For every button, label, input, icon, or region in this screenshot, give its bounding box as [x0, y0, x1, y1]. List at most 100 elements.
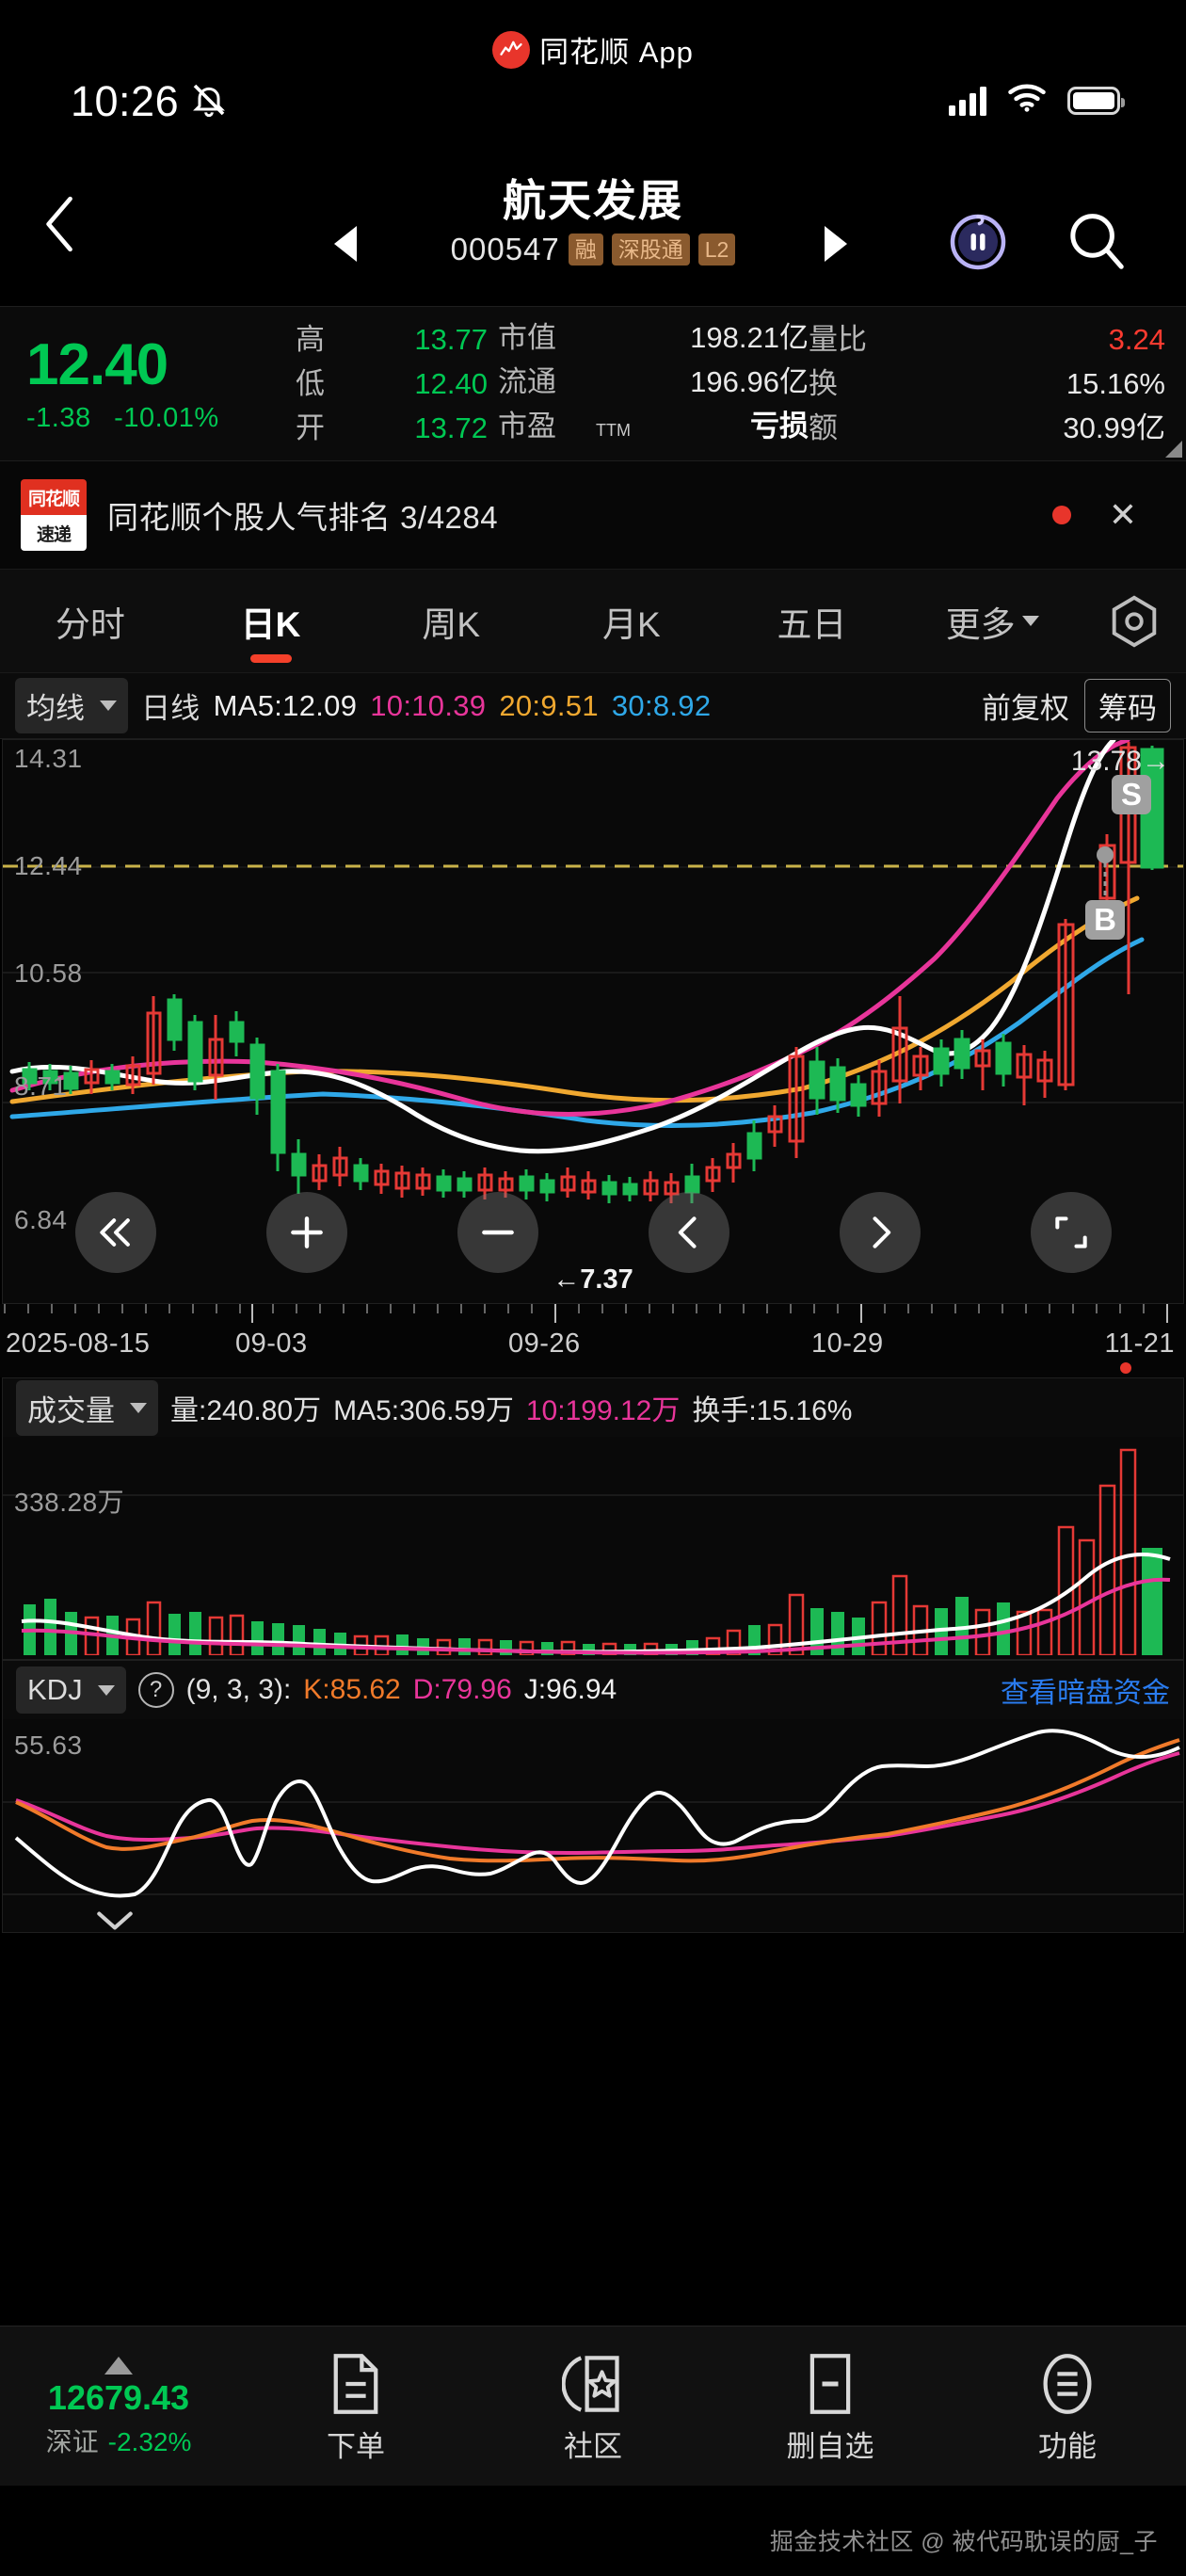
kdj-header[interactable]: KDJ ? (9, 3, 3): K:85.62 D:79.96 J:96.94…: [3, 1661, 1183, 1719]
remove-watchlist-icon: [712, 2347, 949, 2421]
tag-l2: L2: [697, 233, 736, 266]
tab-fiveday[interactable]: 五日: [722, 570, 903, 672]
price-change-row: -1.38 -10.01%: [26, 403, 296, 434]
volume-selector-dropdown[interactable]: 成交量: [16, 1379, 158, 1436]
expand-corner-icon[interactable]: [1165, 441, 1182, 458]
value-open: 13.72: [414, 411, 488, 444]
next-stock-button[interactable]: [825, 226, 847, 262]
status-right: [949, 83, 1125, 118]
mute-bell-icon: [190, 81, 228, 123]
kdj-d-value: D:79.96: [412, 1674, 512, 1705]
question-mark-icon[interactable]: ?: [137, 1672, 174, 1708]
nav-item-remove-watchlist-label: 删自选: [786, 2430, 874, 2463]
label-turnover: 换: [809, 366, 838, 400]
nav-item-functions-label: 功能: [1038, 2430, 1097, 2463]
search-button[interactable]: [1064, 209, 1130, 275]
fullscreen-icon: [1054, 1216, 1087, 1248]
page-title: 航天发展: [503, 176, 683, 225]
zoom-out-button[interactable]: [457, 1192, 538, 1273]
quote-column-hilo: 高 13.77 低 12.40 开 13.72: [296, 320, 498, 448]
settings-hex-icon: [1112, 595, 1157, 647]
quote-row-amount: 额 30.99亿: [809, 409, 1165, 448]
tab-weekk-label: 周K: [422, 604, 481, 644]
kdj-selector-dropdown[interactable]: KDJ: [16, 1666, 126, 1714]
zoom-in-button[interactable]: [265, 1192, 347, 1273]
app-name-pill: 同花顺 App: [0, 28, 1186, 71]
nav-item-remove-watchlist[interactable]: 删自选: [712, 2347, 949, 2465]
collapse-chevron-icon[interactable]: [93, 1908, 136, 1938]
tab-more-label: 更多: [945, 604, 1016, 644]
ai-assistant-icon: [950, 214, 1006, 270]
banner-live-dot-icon: [1052, 506, 1071, 524]
double-chevron-left-icon: [99, 1218, 130, 1247]
x-tick-4: 11-21: [1104, 1328, 1175, 1359]
ma10-value: 10:10.39: [370, 688, 487, 722]
volume-chart-panel[interactable]: 成交量 量:240.80万 MA5:306.59万 10:199.12万 换手:…: [2, 1377, 1184, 1660]
index-up-arrow-icon: [104, 2357, 133, 2375]
ai-assistant-button[interactable]: [944, 205, 1012, 273]
chart-control-bar[interactable]: [3, 1192, 1183, 1273]
volume-chart-svg: [3, 1448, 1183, 1655]
value-pe: 亏损: [750, 409, 809, 443]
wifi-icon: [1007, 83, 1047, 118]
label-pe-sup: TTM: [596, 420, 631, 440]
bottom-nav-bar[interactable]: 12679.43 深证 -2.32% 下单 社区: [0, 2326, 1186, 2486]
dark-pool-funds-link[interactable]: 查看暗盘资金: [1001, 1678, 1170, 1709]
status-left: 10:26: [71, 77, 228, 126]
chevron-down-icon: [97, 1684, 115, 1696]
chart-x-axis: 2025-08-15 09-03 09-26 10-29 11-21: [0, 1304, 1186, 1377]
nav-item-functions[interactable]: 功能: [949, 2347, 1186, 2465]
quote-panel[interactable]: 12.40 -1.38 -10.01% 高 13.77 低 12.40 开 13…: [0, 306, 1186, 461]
jump-left-button[interactable]: [74, 1192, 156, 1273]
close-icon[interactable]: ✕: [1108, 495, 1137, 534]
kdj-k-value: K:85.62: [303, 1674, 401, 1705]
x-tick-3: 10-29: [811, 1328, 884, 1359]
adjust-mode-label[interactable]: 前复权: [982, 692, 1069, 725]
label-open: 开: [296, 411, 325, 444]
nav-item-order-label: 下单: [327, 2430, 385, 2463]
triangle-right-icon: [825, 226, 847, 262]
indicator-right-group: 前复权 筹码: [982, 679, 1171, 733]
tab-weekk[interactable]: 周K: [361, 570, 541, 672]
triangle-left-icon: [334, 226, 357, 262]
ma-selector-dropdown[interactable]: 均线: [15, 678, 128, 733]
chevron-down-icon: [1021, 616, 1039, 626]
tab-monthk[interactable]: 月K: [541, 570, 722, 672]
chips-button[interactable]: 筹码: [1084, 679, 1171, 733]
label-amount: 额: [809, 411, 838, 444]
price-change-pct: -10.01%: [114, 403, 219, 433]
kdj-params: (9, 3, 3):: [185, 1674, 292, 1705]
current-day-dot-icon: [1120, 1362, 1131, 1374]
tab-fenshi[interactable]: 分时: [0, 570, 181, 672]
tab-more[interactable]: 更多: [902, 570, 1082, 672]
index-change: -2.32%: [107, 2427, 192, 2456]
stock-title-block: 航天发展 000547 融 深股通 L2: [0, 173, 1186, 267]
tab-dayk[interactable]: 日K: [181, 570, 361, 672]
nav-header: 航天发展 000547 融 深股通 L2: [0, 169, 1186, 306]
fullscreen-button[interactable]: [1030, 1192, 1112, 1273]
kdj-chart-panel[interactable]: KDJ ? (9, 3, 3): K:85.62 D:79.96 J:96.94…: [2, 1660, 1184, 1933]
index-widget[interactable]: 12679.43 深证 -2.32%: [0, 2353, 237, 2459]
candlestick-chart-panel[interactable]: S B 14.31 12.44 10.58 8.71 6.84 13.78→ ←…: [2, 737, 1184, 1304]
nav-item-order[interactable]: 下单: [237, 2347, 474, 2465]
nav-item-community[interactable]: 社区: [474, 2347, 712, 2465]
tab-fenshi-label: 分时: [55, 604, 125, 644]
chevron-left-icon: [678, 1216, 697, 1248]
ma-indicator-row[interactable]: 均线 日线 MA5:12.09 10:10.39 20:9.51 30:8.92…: [0, 673, 1186, 739]
cellular-signal-icon: [949, 86, 986, 116]
candlestick-chart-svg: S B: [3, 737, 1183, 1203]
chevron-left-icon: [46, 196, 72, 252]
back-button[interactable]: [24, 186, 99, 262]
popularity-banner[interactable]: 同花顺 速递 同花顺个股人气排名 3/4284 ✕: [0, 461, 1186, 570]
chart-tab-bar[interactable]: 分时 日K 周K 月K 五日 更多: [0, 570, 1186, 673]
volume-header[interactable]: 成交量 量:240.80万 MA5:306.59万 10:199.12万 换手:…: [3, 1378, 1183, 1437]
prev-stock-button[interactable]: [334, 226, 357, 262]
star-community-icon: [474, 2347, 712, 2421]
scroll-left-button[interactable]: [648, 1192, 729, 1273]
chevron-down-icon: [130, 1402, 147, 1413]
chart-settings-button[interactable]: [1082, 592, 1186, 651]
low-annotation: ←7.37: [553, 1264, 633, 1295]
index-name: 深证: [45, 2427, 99, 2456]
volume-selector-label: 成交量: [27, 1393, 115, 1427]
scroll-right-button[interactable]: [839, 1192, 921, 1273]
